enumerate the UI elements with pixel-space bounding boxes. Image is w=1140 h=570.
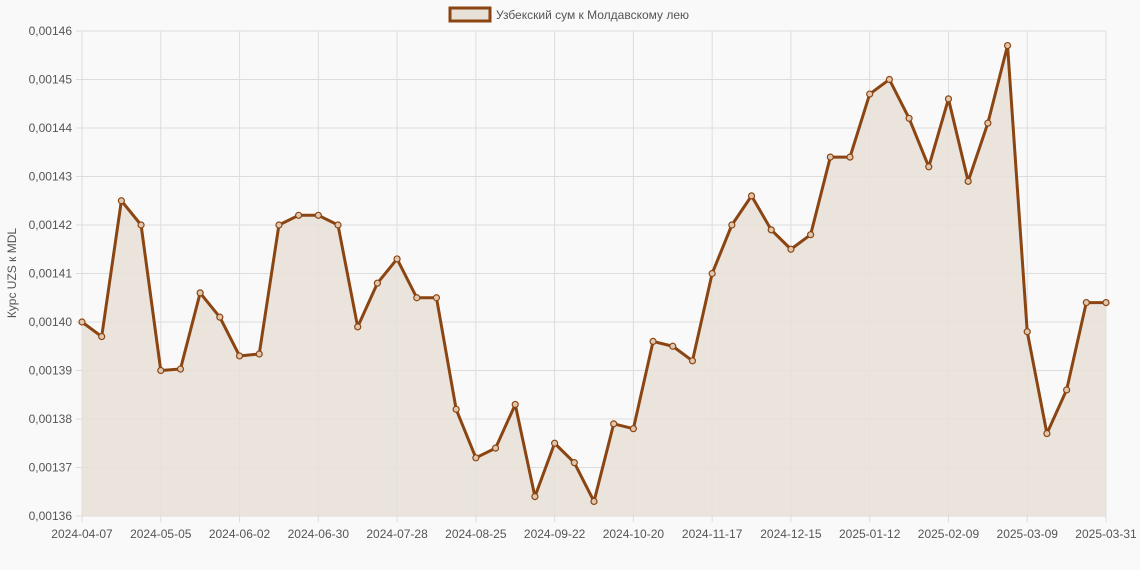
data-point[interactable] [511,400,519,409]
y-tick-label: 0,00139 [29,364,73,378]
x-tick-label: 2024-04-07 [51,527,113,541]
data-point[interactable] [275,221,283,229]
data-point[interactable] [964,177,972,185]
data-point[interactable] [944,95,953,103]
data-point[interactable] [1102,299,1110,307]
data-point[interactable] [708,269,716,278]
data-point[interactable] [846,153,854,161]
data-point[interactable] [1043,429,1051,438]
data-point[interactable] [885,75,893,84]
y-tick-label: 0,00145 [29,73,73,87]
legend[interactable]: Узбекский сум к Молдавскому лею [448,6,689,23]
data-point[interactable] [373,279,381,287]
data-point[interactable] [78,318,86,326]
data-point[interactable] [157,366,165,375]
data-point[interactable] [1003,41,1012,50]
legend-swatch[interactable] [448,6,492,23]
data-point[interactable] [117,197,125,205]
data-point[interactable] [176,365,185,373]
data-point[interactable] [866,90,874,98]
x-tick-label: 2025-03-31 [1075,527,1137,541]
data-point[interactable] [925,163,933,171]
x-tick-label: 2024-06-30 [288,527,350,541]
data-point[interactable] [807,231,815,239]
data-point[interactable] [826,153,834,161]
data-point[interactable] [590,497,598,506]
x-tick-label: 2025-02-09 [918,527,980,541]
x-tick-label: 2024-09-22 [524,527,586,541]
data-point[interactable] [334,221,342,229]
data-point[interactable] [767,226,775,234]
data-point[interactable] [531,493,539,501]
series-area-fill [82,45,1106,517]
data-point[interactable] [413,294,421,302]
series-points [78,41,1110,506]
y-tick-label: 0,00141 [29,267,73,281]
data-point[interactable] [393,255,401,263]
x-tick-label: 2024-07-28 [366,527,428,541]
y-tick-label: 0,00140 [29,315,73,329]
data-point[interactable] [747,192,756,200]
data-point[interactable] [295,211,303,219]
y-tick-label: 0,00146 [29,24,73,38]
data-point[interactable] [905,114,913,122]
data-point[interactable] [610,420,618,428]
data-point[interactable] [314,211,322,219]
x-tick-label: 2024-06-02 [209,527,271,541]
y-axis-label: Курс UZS к MDL [5,228,19,318]
x-tick-label: 2024-08-25 [445,527,507,541]
data-point[interactable] [452,405,460,413]
data-point[interactable] [1063,386,1071,394]
y-tick-label: 0,00142 [29,218,73,232]
x-tick-label: 2025-01-12 [839,527,901,541]
data-point[interactable] [1082,299,1090,307]
data-point[interactable] [235,352,244,360]
data-point[interactable] [728,221,736,229]
y-tick-label: 0,00143 [29,170,73,184]
data-point[interactable] [688,357,697,365]
data-point[interactable] [491,444,500,452]
data-point[interactable] [98,332,106,341]
x-axis: 2024-04-07 2024-05-05 2024-06-02 2024-06-30… [51,527,1137,541]
x-tick-label: 2025-03-09 [997,527,1059,541]
data-point[interactable] [649,337,657,345]
y-tick-label: 0,00136 [29,509,73,523]
data-point[interactable] [1023,328,1031,336]
data-point[interactable] [432,294,441,302]
y-axis: 0,00136 0,00137 0,00138 0,00139 0,00140 0,001… [29,24,73,523]
data-point[interactable] [984,119,992,127]
y-tick-label: 0,00137 [29,461,73,475]
y-tick-label: 0,00144 [29,121,73,135]
data-point[interactable] [551,439,559,447]
x-tick-label: 2024-10-20 [603,527,665,541]
data-point[interactable] [354,323,362,331]
x-tick-label: 2024-12-15 [760,527,822,541]
legend-label[interactable]: Узбекский сум к Молдавскому лею [496,8,689,22]
data-point[interactable] [137,221,145,229]
x-tick-label: 2024-11-17 [682,527,743,541]
data-point[interactable] [570,459,578,467]
data-point[interactable] [196,289,204,297]
data-point[interactable] [216,313,224,321]
data-point[interactable] [255,350,263,358]
data-point[interactable] [669,342,677,350]
data-point[interactable] [787,245,795,253]
x-tick-label: 2024-05-05 [130,527,192,541]
data-point[interactable] [629,425,637,433]
data-point[interactable] [472,454,480,462]
y-tick-label: 0,00138 [29,412,73,426]
